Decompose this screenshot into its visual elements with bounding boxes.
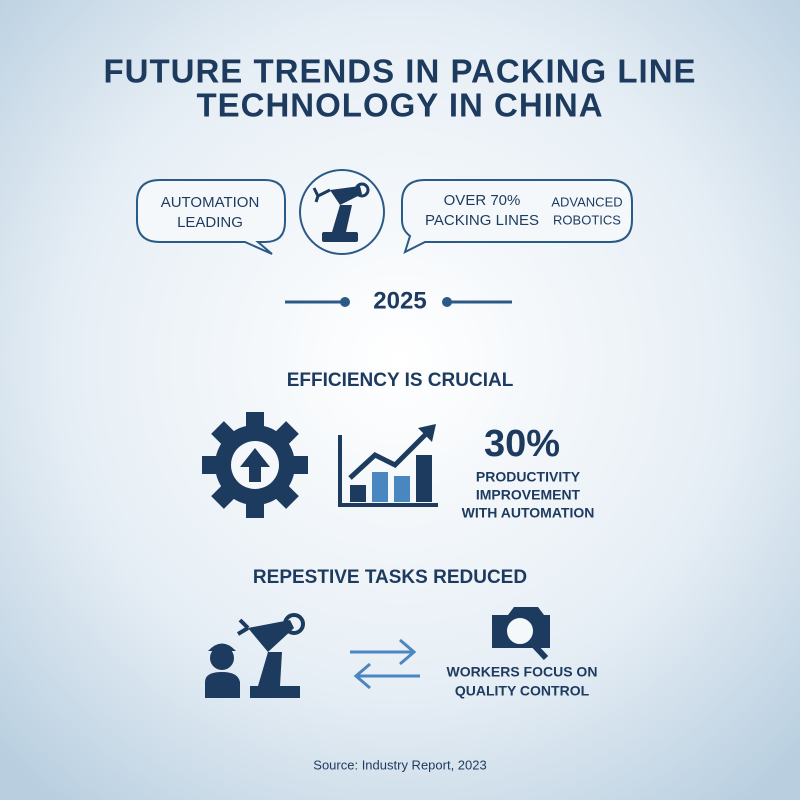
stat-text: IMPROVEMENT <box>476 487 581 503</box>
exchange-arrows <box>350 638 420 690</box>
source: Source: Industry Report, 2023 <box>313 757 486 772</box>
timeline-dot <box>340 297 350 307</box>
robot-arm-icon <box>312 182 370 242</box>
stat-text: PRODUCTIVITY <box>476 469 581 485</box>
bubble-text: PACKING LINES <box>425 212 539 229</box>
title-line: FUTURE TRENDS IN PACKING LINE <box>103 53 696 90</box>
stat: 30% <box>484 423 560 465</box>
quality-icon <box>492 607 550 661</box>
bubble-text: ROBOTICS <box>553 212 621 227</box>
section-heading: REPESTIVE TASKS REDUCED <box>253 567 527 588</box>
speech-bubble <box>136 179 286 255</box>
speech-bubble <box>401 179 633 254</box>
bubble-text: ADVANCED <box>551 194 622 209</box>
bubble-text: LEADING <box>177 214 243 231</box>
timeline-year: 2025 <box>373 287 426 314</box>
tasks-text: WORKERS FOCUS ON <box>447 664 598 680</box>
chart-icon <box>338 424 438 507</box>
worker-robot-icon <box>205 613 305 698</box>
gear-icon <box>202 412 308 518</box>
section-heading: EFFICIENCY IS CRUCIAL <box>287 370 514 391</box>
tasks-text: QUALITY CONTROL <box>455 683 590 699</box>
title-line: TECHNOLOGY IN CHINA <box>196 87 603 124</box>
bubble-text: OVER 70% <box>444 192 521 209</box>
stat-text: WITH AUTOMATION <box>462 505 595 521</box>
bubble-text: AUTOMATION <box>161 194 260 211</box>
